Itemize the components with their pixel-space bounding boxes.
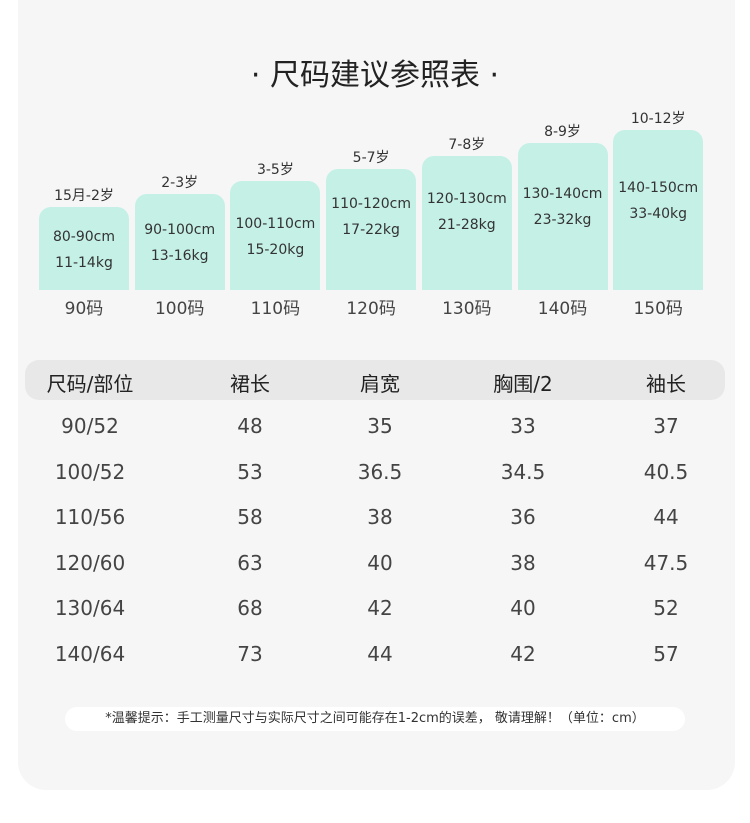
size-bar — [39, 207, 129, 290]
weight-range: 11-14kg — [55, 254, 113, 271]
weight-range: 23-32kg — [533, 211, 592, 228]
table-header-cell: 尺码/部位 — [46, 372, 134, 396]
table-cell: 40 — [510, 596, 536, 620]
height-range: 120-130cm — [426, 190, 507, 207]
table-cell: 42 — [367, 596, 393, 620]
table-cell: 130/64 — [54, 596, 126, 620]
age-label: 5-7岁 — [352, 149, 390, 166]
size-label: 120码 — [346, 299, 396, 319]
table-cell: 36.5 — [357, 459, 403, 484]
weight-range: 17-22kg — [342, 222, 400, 239]
table-cell: 120/60 — [54, 550, 126, 575]
table-cell: 52 — [653, 596, 679, 620]
weight-range: 15-20kg — [246, 241, 305, 258]
table-cell: 53 — [237, 459, 263, 484]
table-cell: 58 — [237, 505, 263, 529]
age-label: 2-3岁 — [161, 175, 199, 192]
table-cell: 36 — [510, 505, 536, 529]
table-cell: 73 — [237, 641, 263, 666]
table-cell: 35 — [367, 414, 393, 438]
table-cell: 38 — [367, 505, 393, 529]
table-cell: 34.5 — [500, 459, 546, 484]
weight-range: 13-16kg — [150, 248, 209, 265]
table-header-cell: 胸围/2 — [493, 372, 553, 396]
table-cell: 47.5 — [643, 550, 689, 575]
table-cell: 40.5 — [643, 459, 689, 484]
table-cell: 38 — [510, 550, 536, 575]
table-cell: 90/52 — [61, 414, 119, 438]
table-cell: 37 — [653, 414, 679, 438]
table-cell: 44 — [653, 505, 679, 529]
weight-range: 33-40kg — [629, 206, 688, 223]
size-label: 110码 — [250, 299, 301, 319]
height-range: 110-120cm — [331, 196, 412, 213]
size-bar — [326, 168, 417, 290]
height-range: 100-110cm — [235, 215, 316, 232]
table-header-cell: 裙长 — [230, 372, 270, 396]
size-label: 150码 — [633, 299, 683, 319]
table-header-bg — [25, 360, 725, 400]
height-range: 80-90cm — [52, 228, 116, 245]
height-range: 140-150cm — [618, 180, 699, 197]
age-label: 8-9岁 — [544, 124, 581, 140]
table-cell: 40 — [367, 550, 393, 575]
age-label: 3-5岁 — [256, 162, 294, 179]
table-cell: 100/52 — [54, 459, 126, 484]
size-label: 130码 — [442, 299, 492, 319]
size-bar — [421, 155, 512, 290]
table-header-cell: 袖长 — [646, 372, 686, 396]
size-label: 90码 — [64, 299, 104, 319]
table-cell: 68 — [237, 596, 263, 620]
size-bar — [613, 130, 704, 290]
table-cell: 110/56 — [54, 505, 126, 529]
size-label: 140码 — [537, 299, 588, 319]
table-cell: 42 — [510, 641, 536, 666]
size-label: 100码 — [154, 299, 205, 319]
table-cell: 57 — [653, 641, 679, 666]
table-cell: 33 — [510, 414, 536, 438]
table-cell: 44 — [367, 641, 393, 666]
height-range: 90-100cm — [144, 222, 216, 239]
height-range: 130-140cm — [522, 185, 603, 202]
age-label: 7-8岁 — [448, 136, 486, 153]
age-label: 15月-2岁 — [54, 188, 114, 204]
table-cell: 63 — [237, 550, 263, 575]
table-cell: 140/64 — [54, 641, 126, 666]
title: · 尺码建议参照表 · — [250, 58, 500, 93]
note: *温馨提示：手工测量尺寸与实际尺寸之间可能存在1-2cm的误差， 敬请理解！（单… — [65, 707, 685, 731]
table-cell: 48 — [237, 414, 263, 438]
size-bar — [134, 194, 225, 290]
age-label: 10-12岁 — [630, 111, 686, 128]
table-header-cell: 肩宽 — [360, 372, 400, 396]
size-bar — [517, 143, 608, 290]
size-bar — [230, 181, 321, 290]
weight-range: 21-28kg — [437, 216, 496, 233]
